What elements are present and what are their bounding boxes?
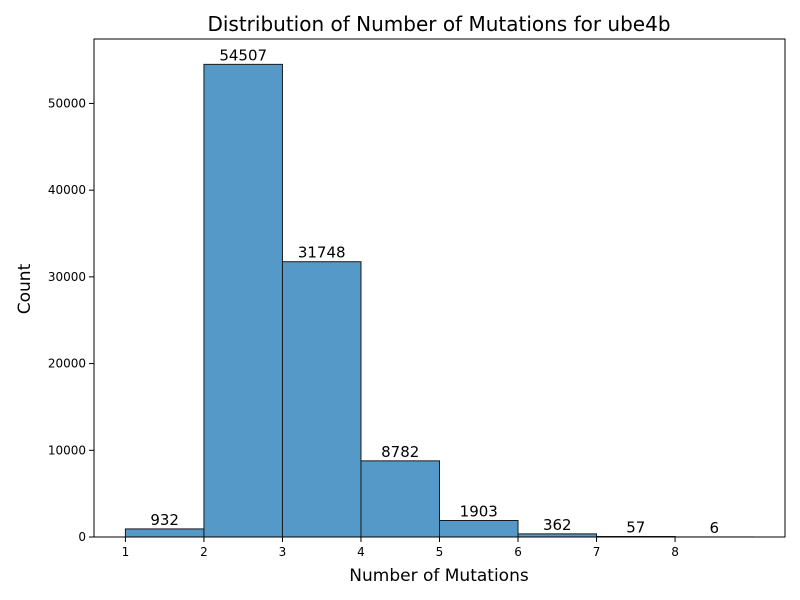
bar-labels-group: 932 54507 31748 8782 1903 362 57 6 — [150, 46, 719, 537]
bar-1 — [124, 528, 205, 538]
x-tick-label-1: 1 — [122, 545, 130, 559]
bar-3 — [281, 261, 362, 538]
x-tick-label-8: 8 — [671, 545, 679, 559]
bar-2 — [203, 63, 283, 538]
y-tick-label-0: 0 — [78, 530, 86, 544]
x-tick-label-6: 6 — [514, 545, 522, 559]
y-tick-label-40000: 40000 — [48, 183, 86, 197]
x-axis-label: Number of Mutations — [349, 566, 529, 586]
bars-group — [124, 63, 755, 538]
x-axis-ticks: 1 2 3 4 5 6 7 8 — [122, 537, 679, 559]
x-tick-label-3: 3 — [279, 545, 287, 559]
bar-value-label-2: 54507 — [219, 46, 267, 64]
bar-value-label-7: 57 — [626, 519, 645, 537]
bar-value-label-4: 8782 — [381, 443, 419, 461]
y-axis-label: Count — [15, 263, 35, 314]
x-tick-label-7: 7 — [593, 545, 601, 559]
bar-4 — [360, 460, 440, 538]
bar-5 — [439, 519, 519, 538]
y-tick-label-30000: 30000 — [48, 270, 86, 284]
bar-value-label-1: 932 — [150, 511, 179, 529]
y-axis-ticks: 0 10000 20000 30000 40000 50000 — [48, 96, 94, 544]
y-tick-label-20000: 20000 — [48, 357, 86, 371]
bar-value-label-5: 1903 — [460, 502, 498, 520]
y-tick-label-10000: 10000 — [48, 443, 86, 457]
y-tick-label-50000: 50000 — [48, 96, 86, 110]
x-tick-label-2: 2 — [200, 545, 208, 559]
x-tick-label-4: 4 — [357, 545, 365, 559]
bar-value-label-6: 362 — [543, 516, 572, 534]
bar-value-label-3: 31748 — [298, 244, 346, 262]
x-tick-label-5: 5 — [436, 545, 444, 559]
bar-value-label-8: 6 — [710, 519, 720, 537]
chart-title: Distribution of Number of Mutations for … — [207, 12, 670, 36]
